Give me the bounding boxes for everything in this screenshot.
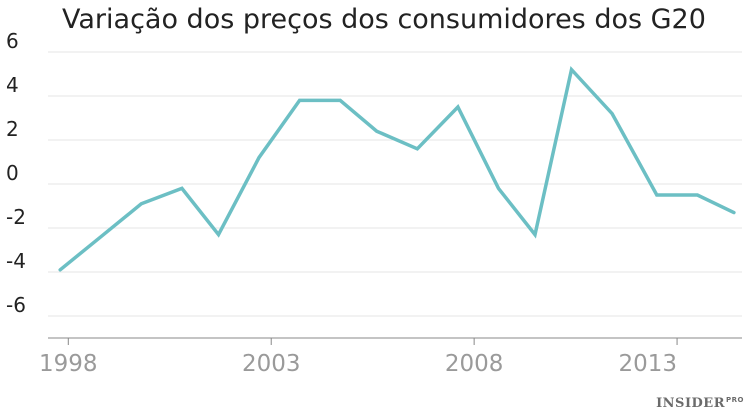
- x-tick-label: 2003: [242, 351, 301, 377]
- insider-pro-logo: INSIDERPRO: [656, 396, 744, 411]
- y-tick-label: -4: [6, 249, 26, 273]
- brand-name: INSIDER: [656, 396, 726, 411]
- series-layer: [58, 65, 736, 272]
- chart-title: Variação dos preços dos consumidores dos…: [62, 4, 706, 35]
- brand-suffix: PRO: [726, 396, 744, 404]
- y-tick-label: 4: [6, 73, 19, 97]
- y-tick-labels: 6 4 2 0 -2 -4 -6: [6, 29, 26, 317]
- y-tick-label: 2: [6, 117, 19, 141]
- series-line: [58, 65, 736, 272]
- x-tick-label: 2008: [445, 351, 504, 377]
- y-tick-label: -2: [6, 205, 26, 229]
- x-tick-label: 1998: [39, 351, 98, 377]
- y-tick-label: 0: [6, 161, 19, 185]
- y-tick-label: -6: [6, 293, 26, 317]
- y-tick-label: 6: [6, 29, 19, 53]
- x-tick-labels: 1998 2003 2008 2013: [39, 338, 678, 377]
- gridlines: [48, 51, 742, 317]
- x-tick-label: 2013: [619, 351, 678, 377]
